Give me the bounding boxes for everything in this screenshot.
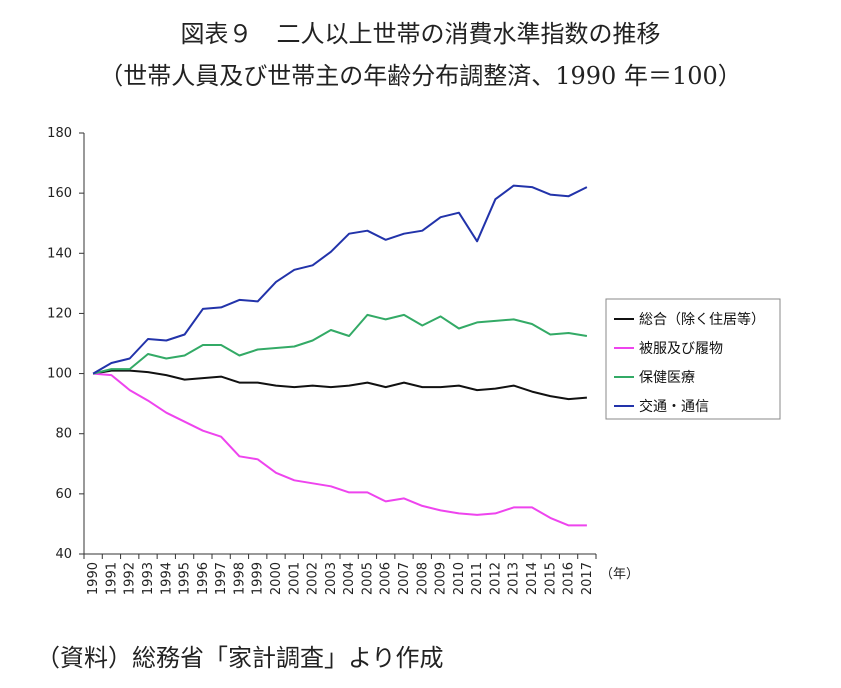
x-tick-label: 2008 <box>415 562 430 595</box>
legend-box <box>605 298 781 420</box>
series-line-4 <box>92 184 588 375</box>
source-note: （資料）総務省「家計調査」より作成 <box>36 644 444 672</box>
chart-title: 図表９ 二人以上世帯の消費水準指数の推移 <box>180 20 661 48</box>
legend-label: 総合（除く住居等） <box>639 311 765 328</box>
legend-label: 保健医療 <box>639 369 695 386</box>
x-tick-label: 1997 <box>214 562 229 595</box>
x-tick-label: 2014 <box>525 562 540 595</box>
y-tick-label: 180 <box>47 126 72 141</box>
x-tick-label: 2007 <box>397 562 412 595</box>
x-tick-label: 2012 <box>488 562 503 595</box>
x-tick-label: 2010 <box>452 562 467 595</box>
legend-label: 交通・通信 <box>639 398 709 415</box>
x-tick-label: 2000 <box>269 562 284 595</box>
x-tick-label: 1991 <box>104 562 119 595</box>
x-tick-label: 1996 <box>196 562 211 595</box>
x-tick-label: 2003 <box>324 562 339 595</box>
y-tick-label: 100 <box>47 367 72 382</box>
y-tick-label: 60 <box>55 487 72 502</box>
y-tick-label: 80 <box>55 427 72 442</box>
y-tick-label: 140 <box>47 246 72 261</box>
x-tick-label: 2017 <box>580 562 595 595</box>
x-axis-unit-label: （年） <box>600 567 639 582</box>
x-tick-label: 2005 <box>360 562 375 595</box>
x-tick-label: 1994 <box>159 562 174 595</box>
chart-subtitle: （世帯人員及び世帯主の年齢分布調整済、1990 年＝100） <box>99 62 742 90</box>
y-tick-label: 40 <box>55 547 72 562</box>
x-tick-label: 2009 <box>434 562 449 595</box>
x-tick-label: 2002 <box>306 562 321 595</box>
x-tick-label: 1992 <box>123 562 138 595</box>
x-tick-label: 2013 <box>507 562 522 595</box>
x-tick-label: 2004 <box>342 562 357 595</box>
x-tick-label: 2006 <box>379 562 394 595</box>
x-tick-label: 1998 <box>232 562 247 595</box>
y-tick-label: 120 <box>47 306 72 321</box>
x-tick-label: 1990 <box>86 562 101 595</box>
series-line-3 <box>92 313 588 375</box>
series-line-1 <box>92 369 587 401</box>
x-tick-label: 2016 <box>562 562 577 595</box>
x-tick-label: 2011 <box>470 562 485 595</box>
x-tick-label: 2001 <box>287 562 302 595</box>
x-tick-label: 1995 <box>178 562 193 595</box>
y-tick-label: 160 <box>47 186 72 201</box>
x-tick-label: 1999 <box>251 562 266 595</box>
series-line-2 <box>93 372 587 527</box>
x-tick-label: 2015 <box>543 562 558 595</box>
legend-label: 被服及び履物 <box>639 341 723 357</box>
x-tick-label: 1993 <box>141 562 156 595</box>
